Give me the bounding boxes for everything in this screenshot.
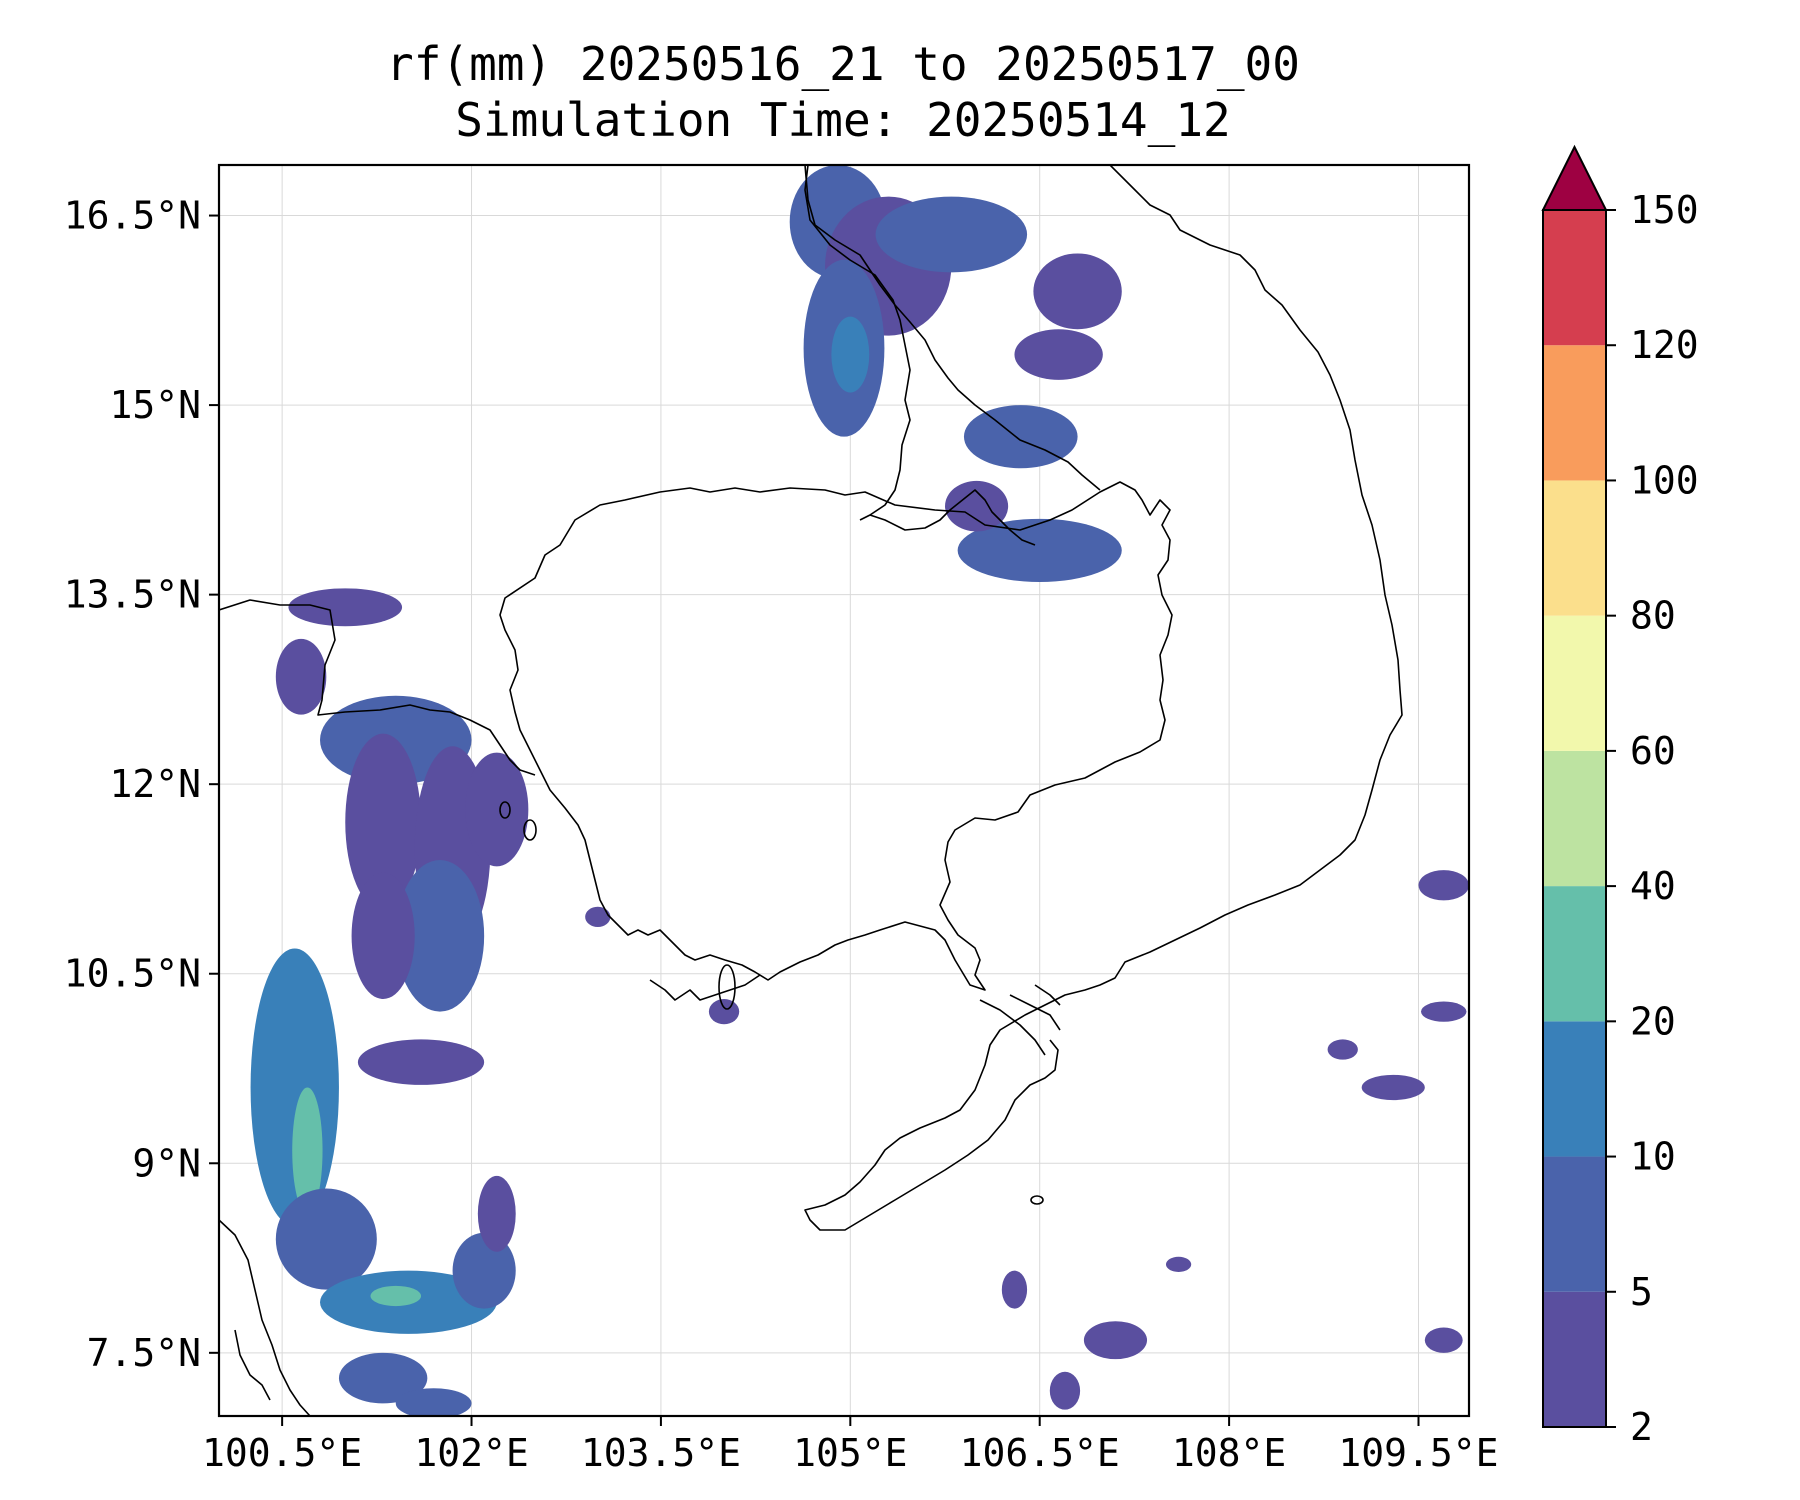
colorbar-segment xyxy=(1543,210,1606,346)
rain-cell xyxy=(395,1388,472,1416)
rain-cell xyxy=(288,588,403,627)
rain-cell xyxy=(875,196,1028,273)
lon-tick-label: 102°E xyxy=(414,1431,528,1475)
rain-cell xyxy=(1014,329,1103,380)
rain-cell xyxy=(1001,1270,1028,1309)
coastlines xyxy=(219,165,1403,1416)
mekong-delta-branch-3 xyxy=(1034,984,1061,1006)
lat-tick-label: 15°N xyxy=(109,383,201,427)
malay-peninsula-coast xyxy=(219,1219,311,1416)
latitude-ticks: 16.5°N 15°N 13.5°N 12°N 10.5°N 9°N 7.5°N xyxy=(64,194,219,1375)
lat-tick-label: 9°N xyxy=(132,1141,201,1185)
rain-cell xyxy=(1327,1039,1358,1060)
rain-cell xyxy=(957,518,1122,583)
colorbar: 2 5 10 20 40 60 80 100 120 150 xyxy=(1541,144,1699,1449)
rain-cell xyxy=(275,638,327,715)
rain-cell xyxy=(1049,1371,1081,1410)
colorbar-segment xyxy=(1543,750,1606,887)
colorbar-tick-label: 80 xyxy=(1630,594,1676,638)
longitude-ticks: 100.5°E 102°E 103.5°E 105°E 106.5°E 108°E 109.… xyxy=(202,1416,1499,1475)
rain-cell xyxy=(395,860,485,1012)
lon-tick-label: 106.5°E xyxy=(960,1431,1120,1475)
rain-cell xyxy=(465,752,529,867)
map-frame xyxy=(217,163,1471,1418)
rain-cell xyxy=(357,1039,485,1085)
rain-cell xyxy=(1165,1256,1192,1272)
rain-cell xyxy=(1083,1321,1148,1360)
lat-tick-label: 13.5°N xyxy=(64,573,201,617)
colorbar-segment xyxy=(1543,615,1606,751)
rain-cell xyxy=(1421,1001,1467,1022)
colorbar-frame xyxy=(1542,209,1607,1428)
rain-cell xyxy=(1033,253,1122,330)
colorbar-tick-label: 150 xyxy=(1630,188,1699,232)
rain-cell xyxy=(1361,1074,1425,1101)
thailand-gulf-coast xyxy=(219,599,536,776)
rain-cell xyxy=(452,1232,516,1309)
lon-tick-label: 100.5°E xyxy=(202,1431,362,1475)
colorbar-tick-label: 60 xyxy=(1630,729,1676,773)
lat-tick-label: 12°N xyxy=(109,762,201,806)
vietnam-coast xyxy=(804,165,1403,1231)
mekong-delta-branch-1 xyxy=(979,999,1046,1056)
rain-cell xyxy=(338,1352,428,1404)
malay-west-coast xyxy=(234,1329,271,1401)
rain-cell xyxy=(275,1188,377,1290)
colorbar-tick-label: 100 xyxy=(1630,458,1699,502)
lat-tick-label: 10.5°N xyxy=(64,952,201,996)
map-title-line2: Simulation Time: 20250514_12 xyxy=(455,93,1230,147)
rain-cell xyxy=(345,733,422,911)
laos-thai-border xyxy=(804,165,911,521)
colorbar-tick-label: 120 xyxy=(1630,323,1699,367)
rain-cell xyxy=(708,999,740,1025)
rain-cell xyxy=(477,1175,516,1252)
vietnam-laos-border xyxy=(804,165,1101,491)
cambodia-border xyxy=(499,481,1173,991)
lon-tick-label: 103.5°E xyxy=(581,1431,741,1475)
colorbar-tick-label: 2 xyxy=(1630,1405,1653,1449)
rain-cell xyxy=(945,480,1009,532)
colorbar-segment xyxy=(1543,1291,1606,1427)
small-island-1 xyxy=(523,819,537,841)
rainfall-contours xyxy=(250,165,1469,1416)
con-dao-island xyxy=(1030,1195,1044,1205)
colorbar-segment xyxy=(1543,1021,1606,1157)
colorbar-tick-label: 5 xyxy=(1630,1270,1653,1314)
small-island-2 xyxy=(499,801,511,819)
phu-quoc-island xyxy=(718,964,736,1010)
colorbar-tick-label: 10 xyxy=(1630,1135,1676,1179)
colorbar-segment xyxy=(1543,345,1606,481)
lon-tick-label: 105°E xyxy=(793,1431,907,1475)
colorbar-segment xyxy=(1543,886,1606,1022)
rain-cell xyxy=(831,316,870,393)
rain-cell xyxy=(370,1285,422,1307)
colorbar-tick-label: 20 xyxy=(1630,999,1676,1043)
laos-cambodia-border xyxy=(869,489,1036,546)
cambodia-coast-islands xyxy=(649,974,761,1001)
colorbar-segment xyxy=(1543,480,1606,616)
colorbar-segment xyxy=(1543,1156,1606,1292)
lat-tick-label: 7.5°N xyxy=(87,1331,201,1375)
lat-tick-label: 16.5°N xyxy=(64,194,201,238)
rain-cell xyxy=(1418,870,1469,901)
rain-cell xyxy=(292,1087,323,1214)
mekong-delta-branch-2 xyxy=(1009,994,1061,1031)
rain-cell xyxy=(585,906,611,927)
lon-tick-label: 109.5°E xyxy=(1338,1431,1498,1475)
lon-tick-label: 108°E xyxy=(1172,1431,1286,1475)
rain-cell xyxy=(1424,1327,1463,1353)
colorbar-tick-label: 40 xyxy=(1630,864,1676,908)
rain-cell xyxy=(351,872,415,999)
map-title-line1: rf(mm) 20250516_21 to 20250517_00 xyxy=(386,37,1300,91)
map-panel: 100.5°E 102°E 103.5°E 105°E 106.5°E 108°E 109.… xyxy=(64,163,1499,1475)
colorbar-extend-arrow xyxy=(1541,144,1608,211)
